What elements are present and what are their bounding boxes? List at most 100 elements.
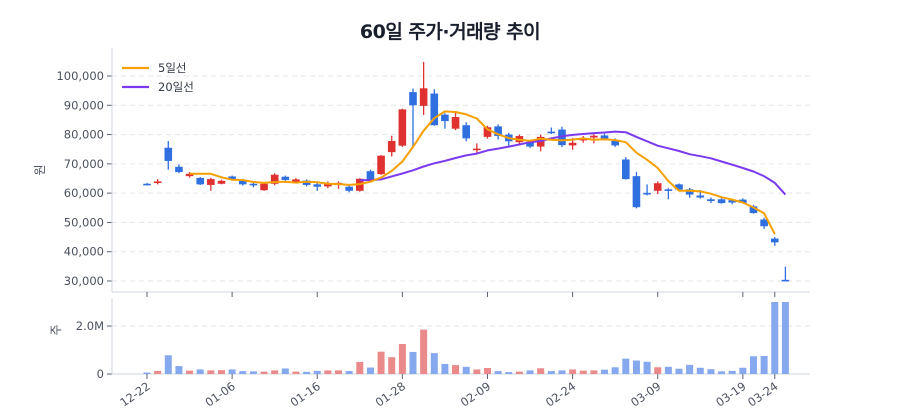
candle [249, 182, 258, 188]
price-tick-label: 100,000 [56, 69, 104, 83]
volume-bar [186, 370, 194, 374]
candle [685, 187, 694, 198]
candle [409, 88, 417, 147]
x-tick-label: 01-28 [373, 379, 408, 410]
volume-bar [281, 368, 289, 374]
volume-bar [164, 355, 172, 374]
volume-bar [537, 368, 545, 374]
volume-bar [526, 370, 534, 374]
volume-bar [611, 367, 619, 374]
candle [441, 113, 449, 129]
candlesticks [143, 61, 790, 282]
x-tick-label: 02-24 [543, 379, 578, 410]
moving-average-lines [189, 110, 787, 235]
volume-bar [675, 368, 683, 374]
legend-item: 5일선 [122, 61, 186, 75]
volume-bar [483, 368, 491, 374]
volume-bar [356, 362, 364, 374]
volume-bar [569, 369, 577, 374]
candle [749, 204, 758, 214]
price-tick-label: 30,000 [64, 274, 104, 288]
volume-bar [632, 360, 640, 374]
candle [781, 266, 790, 282]
legend-label: 5일선 [158, 61, 186, 75]
volume-bar [441, 363, 449, 374]
volume-bar [515, 371, 523, 374]
candle [622, 157, 630, 180]
volume-bar [739, 367, 747, 374]
candle [377, 155, 385, 175]
volume-bar [696, 367, 704, 374]
volume-bar [377, 351, 385, 374]
volume-bar [558, 370, 566, 374]
candle [270, 173, 279, 186]
x-tick-label: 03-19 [713, 379, 748, 410]
candle [419, 61, 428, 115]
volume-bar [643, 361, 651, 374]
volume-bar [505, 372, 513, 374]
candle [153, 179, 162, 185]
volume-bar [303, 371, 311, 374]
volume-bar [760, 356, 768, 374]
price-tick-label: 70,000 [64, 157, 104, 171]
candle [770, 237, 779, 246]
price-tick-label: 60,000 [64, 186, 104, 200]
x-tick-label: 03-24 [745, 379, 780, 410]
candle [653, 181, 662, 195]
volume-bar [707, 369, 715, 374]
candle [473, 143, 481, 154]
volume-bar [654, 367, 662, 374]
candle [632, 172, 641, 209]
legend: 5일선 20일선 [122, 61, 194, 94]
legend-label: 20일선 [158, 80, 194, 94]
ma5-line [189, 110, 776, 235]
volume-tick-label: 0 [97, 367, 104, 381]
volume-bar [686, 364, 694, 374]
volume-bar [579, 370, 587, 374]
candle [387, 135, 396, 157]
volume-bar [718, 371, 726, 374]
price-tick-label: 90,000 [64, 98, 104, 112]
candle [760, 217, 768, 229]
volume-bar [462, 366, 470, 374]
candle [590, 132, 598, 144]
volume-bar [143, 372, 151, 374]
volume-bar [409, 351, 417, 374]
chart-title: 60일 주가·거래량 추이 [359, 21, 541, 43]
volume-bar [388, 357, 396, 374]
volume-bar [217, 370, 225, 374]
price-tick-label: 40,000 [64, 245, 104, 259]
x-tick-label: 01-16 [288, 379, 323, 410]
volume-bar [547, 371, 555, 374]
volume-bar [771, 302, 779, 374]
x-tick-label: 12-22 [117, 379, 152, 410]
volume-bar [601, 369, 609, 374]
volume-bar [728, 370, 736, 374]
volume-bar [271, 370, 279, 374]
price-axis-title: 원 [33, 164, 47, 175]
candle [143, 182, 151, 186]
candle [164, 141, 173, 170]
volume-bar [249, 371, 257, 374]
volume-bar [207, 370, 215, 374]
candle [547, 127, 556, 134]
x-tick-label: 01-06 [202, 379, 237, 410]
candle [664, 188, 673, 200]
candle [185, 172, 194, 178]
volume-bar [749, 356, 757, 374]
volume-bar [335, 370, 343, 374]
candle [281, 175, 290, 181]
volume-bar [345, 371, 353, 374]
volume-bar [228, 369, 236, 374]
volume-bar [292, 371, 300, 374]
volume-bar [494, 371, 502, 374]
volume-bar [430, 353, 438, 374]
volume-bars [143, 302, 789, 374]
volume-bar [781, 302, 789, 374]
volume-axis-title: 주 [49, 324, 63, 335]
volume-bar [452, 365, 460, 374]
volume-bar [324, 370, 332, 374]
price-gridlines [112, 75, 810, 282]
volume-bar [260, 371, 268, 374]
candle [717, 198, 726, 204]
